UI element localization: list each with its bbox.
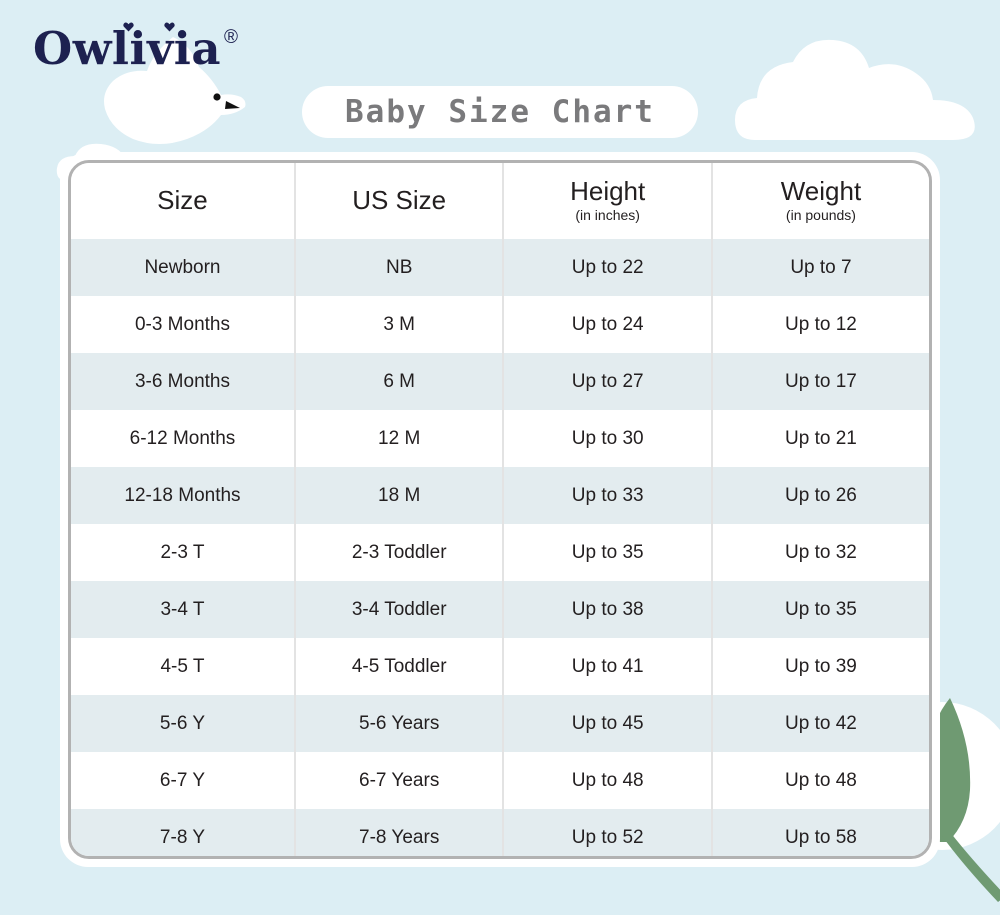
table-row: 0-3 Months 3 M Up to 24 Up to 12 — [71, 296, 929, 353]
cell-size: 0-3 Months — [71, 296, 295, 353]
page-title: Baby Size Chart — [345, 94, 655, 130]
cell-size: 2-3 T — [71, 524, 295, 581]
table-row: 7-8 Y 7-8 Years Up to 52 Up to 58 — [71, 809, 929, 856]
cell-us-size: 4-5 Toddler — [293, 638, 504, 695]
brand-name: Owlivia — [33, 22, 222, 75]
heart-dot-icon — [123, 22, 134, 32]
column-header-weight-unit: (in pounds) — [785, 206, 856, 223]
page-title-pill: Baby Size Chart — [302, 86, 698, 138]
table-header-row: Size US Size Height (in inches) Weight (… — [71, 163, 929, 239]
cell-weight: Up to 39 — [710, 638, 929, 695]
cell-us-size: 6-7 Years — [293, 752, 504, 809]
cell-weight: Up to 58 — [710, 809, 929, 856]
cell-height: Up to 41 — [502, 638, 712, 695]
cell-us-size: 12 M — [293, 410, 504, 467]
cell-us-size: 3-4 Toddler — [293, 581, 504, 638]
cell-height: Up to 24 — [502, 296, 712, 353]
cell-weight: Up to 35 — [710, 581, 929, 638]
table-row: 4-5 T 4-5 Toddler Up to 41 Up to 39 — [71, 638, 929, 695]
table-row: 12-18 Months 18 M Up to 33 Up to 26 — [71, 467, 929, 524]
table-row: 3-4 T 3-4 Toddler Up to 38 Up to 35 — [71, 581, 929, 638]
cell-height: Up to 33 — [502, 467, 712, 524]
cell-weight: Up to 32 — [710, 524, 929, 581]
cell-height: Up to 27 — [502, 353, 712, 410]
size-chart-table: Size US Size Height (in inches) Weight (… — [71, 163, 929, 856]
table-body: Newborn NB Up to 22 Up to 7 0-3 Months 3… — [71, 239, 929, 856]
cell-size: 4-5 T — [71, 638, 295, 695]
table-row: Newborn NB Up to 22 Up to 7 — [71, 239, 929, 296]
cell-size: 12-18 Months — [71, 467, 295, 524]
column-header-height-unit: (in inches) — [575, 206, 640, 223]
cell-size: Newborn — [71, 239, 295, 296]
cell-size: 5-6 Y — [71, 695, 295, 752]
cell-us-size: 7-8 Years — [293, 809, 504, 856]
cell-us-size: 6 M — [293, 353, 504, 410]
cell-height: Up to 30 — [502, 410, 712, 467]
table-row: 6-7 Y 6-7 Years Up to 48 Up to 48 — [71, 752, 929, 809]
column-header-size-label: Size — [157, 185, 208, 216]
cell-us-size: 18 M — [293, 467, 504, 524]
cell-us-size: 3 M — [293, 296, 504, 353]
cell-size: 7-8 Y — [71, 809, 295, 856]
registered-trademark-symbol: ® — [224, 27, 239, 48]
cell-us-size: 2-3 Toddler — [293, 524, 504, 581]
cell-us-size: 5-6 Years — [293, 695, 504, 752]
cell-height: Up to 38 — [502, 581, 712, 638]
cell-weight: Up to 17 — [710, 353, 929, 410]
cell-height: Up to 48 — [502, 752, 712, 809]
column-header-height-label: Height — [570, 176, 646, 207]
heart-dot-icon — [164, 22, 175, 32]
size-chart-frame: Size US Size Height (in inches) Weight (… — [68, 160, 932, 859]
column-header-us-size-label: US Size — [352, 185, 447, 216]
table-row: 6-12 Months 12 M Up to 30 Up to 21 — [71, 410, 929, 467]
table-header: Size US Size Height (in inches) Weight (… — [71, 163, 929, 239]
cell-weight: Up to 21 — [710, 410, 929, 467]
column-header-weight: Weight (in pounds) — [710, 163, 929, 239]
cloud-icon — [735, 39, 975, 140]
cell-height: Up to 22 — [502, 239, 712, 296]
cell-size: 6-7 Y — [71, 752, 295, 809]
table-row: 3-6 Months 6 M Up to 27 Up to 17 — [71, 353, 929, 410]
cell-us-size: NB — [293, 239, 504, 296]
table-row: 5-6 Y 5-6 Years Up to 45 Up to 42 — [71, 695, 929, 752]
cell-height: Up to 45 — [502, 695, 712, 752]
cell-size: 6-12 Months — [71, 410, 295, 467]
cell-weight: Up to 26 — [710, 467, 929, 524]
cell-weight: Up to 42 — [710, 695, 929, 752]
cell-height: Up to 35 — [502, 524, 712, 581]
cell-size: 3-4 T — [71, 581, 295, 638]
column-header-height: Height (in inches) — [502, 163, 712, 239]
cell-weight: Up to 7 — [710, 239, 929, 296]
size-chart-card: Size US Size Height (in inches) Weight (… — [60, 152, 940, 867]
cell-height: Up to 52 — [502, 809, 712, 856]
cell-weight: Up to 48 — [710, 752, 929, 809]
cell-weight: Up to 12 — [710, 296, 929, 353]
column-header-weight-label: Weight — [780, 176, 862, 207]
column-header-size: Size — [71, 163, 295, 239]
column-header-us-size: US Size — [293, 163, 504, 239]
table-row: 2-3 T 2-3 Toddler Up to 35 Up to 32 — [71, 524, 929, 581]
brand-logo: Owlivia ® — [33, 22, 239, 75]
cell-size: 3-6 Months — [71, 353, 295, 410]
